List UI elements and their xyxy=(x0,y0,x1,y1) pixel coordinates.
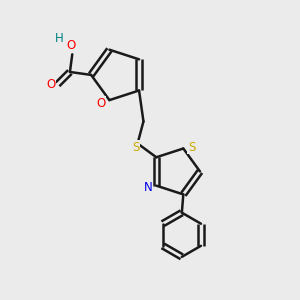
Text: O: O xyxy=(66,39,75,52)
Text: H: H xyxy=(55,32,63,46)
Text: N: N xyxy=(144,181,152,194)
Text: O: O xyxy=(97,97,106,110)
Text: S: S xyxy=(132,140,140,154)
Text: S: S xyxy=(188,140,195,154)
Text: O: O xyxy=(46,78,56,92)
